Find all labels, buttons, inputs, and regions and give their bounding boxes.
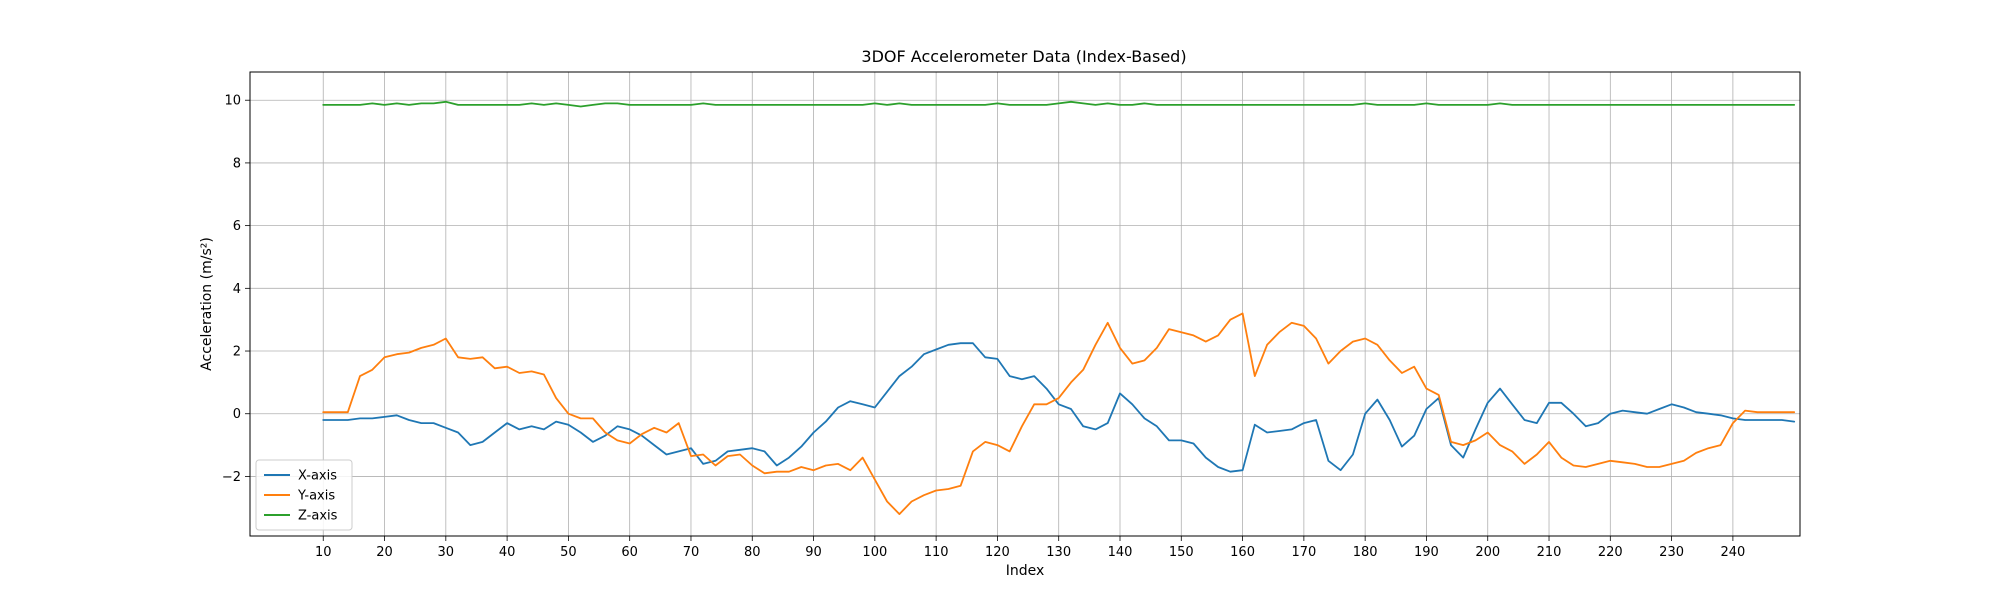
legend-label: Y-axis — [297, 489, 335, 504]
x-tick-label: 190 — [1414, 545, 1439, 560]
x-tick-label: 160 — [1230, 545, 1255, 560]
series-line-z-axis — [322, 100, 1796, 108]
plot-frame — [249, 71, 1801, 537]
y-tick-label: 6 — [233, 219, 241, 234]
ticks: 10 20 30 40 50 60 70 80 90 100 110 120 130 140 150 160 1… — [222, 94, 1745, 560]
x-tick-label: 20 — [376, 545, 393, 560]
x-tick-label: 90 — [805, 545, 822, 560]
x-tick-label: 120 — [985, 545, 1010, 560]
x-tick-label: 240 — [1720, 545, 1745, 560]
legend: X-axis Y-axis Z-axis — [255, 459, 353, 531]
x-tick-label: 10 — [315, 545, 332, 560]
x-tick-label: 110 — [924, 545, 949, 560]
x-tick-label: 210 — [1537, 545, 1562, 560]
x-tick-label: 80 — [744, 545, 761, 560]
series-line-y-axis — [322, 312, 1796, 515]
y-axis-label: Acceleration (m/s²) — [199, 237, 215, 371]
x-tick-label: 70 — [683, 545, 700, 560]
legend-label: Z-axis — [298, 509, 338, 524]
series-line-x-axis — [322, 342, 1796, 473]
x-tick-label: 40 — [499, 545, 516, 560]
y-tick-label: 4 — [233, 282, 241, 297]
x-tick-label: 230 — [1659, 545, 1684, 560]
y-tick-label: 0 — [233, 407, 241, 422]
x-tick-label: 180 — [1353, 545, 1378, 560]
x-tick-label: 130 — [1046, 545, 1071, 560]
y-tick-label: 10 — [224, 94, 241, 109]
x-tick-label: 60 — [621, 545, 638, 560]
y-tick-label: 8 — [233, 156, 241, 171]
x-axis-label: Index — [1006, 563, 1045, 579]
x-tick-label: 30 — [438, 545, 455, 560]
x-tick-label: 200 — [1475, 545, 1500, 560]
y-tick-label: 2 — [233, 345, 241, 360]
x-tick-label: 220 — [1598, 545, 1623, 560]
x-tick-label: 140 — [1108, 545, 1133, 560]
legend-label: X-axis — [298, 469, 337, 484]
chart-title: 3DOF Accelerometer Data (Index-Based) — [861, 47, 1186, 66]
x-tick-label: 100 — [862, 545, 887, 560]
legend-box — [255, 459, 353, 531]
x-tick-label: 150 — [1169, 545, 1194, 560]
x-tick-label: 170 — [1291, 545, 1316, 560]
y-tick-label: −2 — [222, 470, 241, 485]
series-lines — [322, 100, 1796, 515]
x-tick-label: 50 — [560, 545, 577, 560]
